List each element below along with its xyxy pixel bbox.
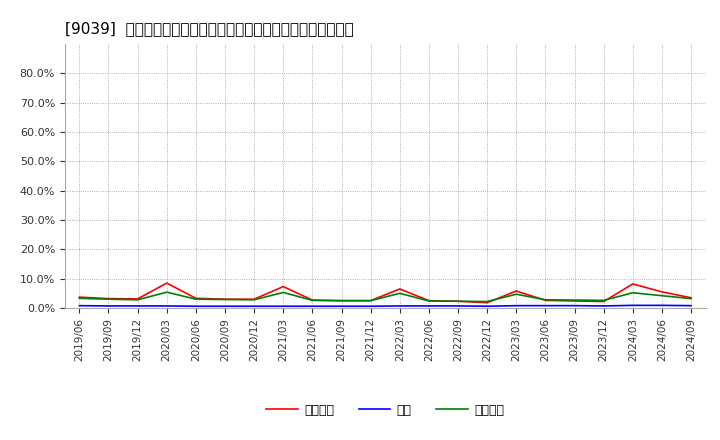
買入債務 (250, 297, 258, 302)
Text: [9039]  売上債権、在庫、買入債務の総資産に対する比率の推移: [9039] 売上債権、在庫、買入債務の総資産に対する比率の推移 (65, 21, 354, 36)
在庫 (250, 304, 258, 309)
売上債権 (192, 296, 200, 301)
売上債権 (395, 286, 404, 292)
売上債権 (541, 298, 550, 303)
売上債権 (75, 294, 84, 300)
買入債務 (163, 290, 171, 295)
買入債務 (425, 298, 433, 304)
買入債務 (599, 298, 608, 303)
売上債権 (425, 298, 433, 303)
買入債務 (629, 290, 637, 295)
在庫 (220, 304, 229, 309)
在庫 (308, 304, 317, 309)
売上債権 (279, 284, 287, 289)
売上債権 (657, 289, 666, 294)
売上債権 (512, 288, 521, 293)
買入債務 (395, 291, 404, 296)
在庫 (75, 303, 84, 308)
売上債権 (599, 299, 608, 304)
在庫 (337, 304, 346, 309)
買入債務 (512, 292, 521, 297)
Legend: 売上債権, 在庫, 買入債務: 売上債権, 在庫, 買入債務 (261, 399, 509, 422)
買入債務 (308, 298, 317, 303)
売上債権 (337, 298, 346, 303)
在庫 (541, 303, 550, 308)
在庫 (454, 303, 462, 308)
売上債権 (163, 280, 171, 286)
在庫 (599, 303, 608, 308)
買入債務 (541, 297, 550, 302)
在庫 (163, 303, 171, 308)
買入債務 (104, 297, 113, 302)
売上債権 (570, 298, 579, 304)
売上債権 (250, 297, 258, 302)
売上債権 (220, 297, 229, 302)
在庫 (629, 303, 637, 308)
在庫 (366, 304, 375, 309)
買入債務 (75, 296, 84, 301)
在庫 (133, 303, 142, 308)
買入債務 (337, 298, 346, 303)
在庫 (512, 303, 521, 308)
買入債務 (570, 297, 579, 303)
在庫 (104, 303, 113, 308)
買入債務 (483, 299, 492, 304)
Line: 買入債務: 買入債務 (79, 292, 691, 301)
在庫 (687, 303, 696, 308)
在庫 (483, 304, 492, 309)
売上債権 (104, 296, 113, 301)
在庫 (395, 303, 404, 308)
買入債務 (687, 296, 696, 301)
買入債務 (279, 290, 287, 295)
売上債権 (629, 281, 637, 286)
売上債権 (133, 296, 142, 301)
売上債権 (454, 299, 462, 304)
買入債務 (366, 298, 375, 303)
売上債権 (483, 300, 492, 305)
在庫 (570, 303, 579, 308)
買入債務 (133, 297, 142, 302)
Line: 売上債権: 売上債権 (79, 283, 691, 303)
在庫 (657, 303, 666, 308)
在庫 (425, 303, 433, 308)
在庫 (192, 304, 200, 309)
売上債権 (366, 298, 375, 303)
買入債務 (657, 293, 666, 298)
買入債務 (192, 297, 200, 302)
Line: 在庫: 在庫 (79, 305, 691, 306)
売上債権 (687, 295, 696, 301)
売上債権 (308, 297, 317, 303)
買入債務 (220, 297, 229, 302)
買入債務 (454, 299, 462, 304)
在庫 (279, 304, 287, 309)
